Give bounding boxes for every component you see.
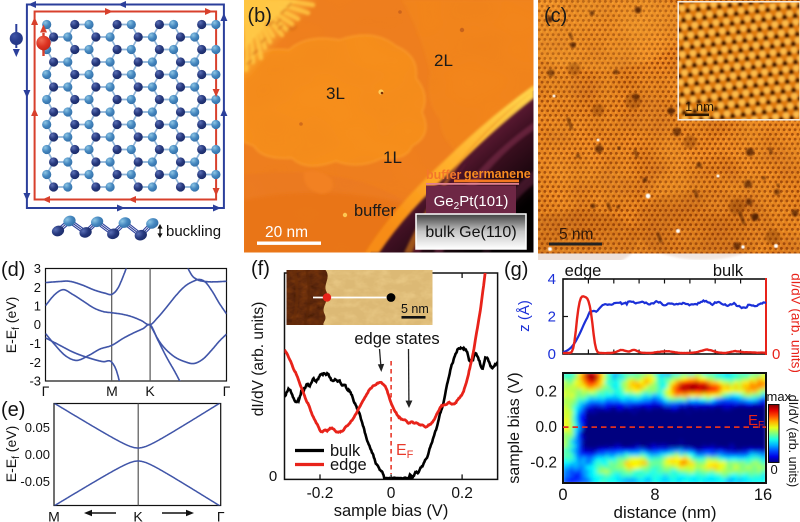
svg-text:germanene: germanene [464,167,531,181]
svg-text:-0.2: -0.2 [307,485,334,502]
svg-text:(g): (g) [504,259,528,281]
svg-text:buckling: buckling [166,223,221,240]
svg-text:0: 0 [772,346,780,363]
svg-text:1L: 1L [383,148,402,167]
svg-text:-0.2: -0.2 [530,455,557,472]
svg-text:0: 0 [269,468,277,485]
svg-text:0.05: 0.05 [25,420,50,435]
svg-text:2L: 2L [434,51,453,70]
svg-text:8: 8 [650,486,659,504]
svg-text:M: M [48,509,60,522]
svg-text:3: 3 [34,261,41,276]
svg-text:Γ: Γ [223,383,231,399]
svg-text:0: 0 [558,486,567,504]
svg-text:0: 0 [387,485,396,502]
svg-text:bulk Ge(110): bulk Ge(110) [425,224,516,241]
svg-text:-0.05: -0.05 [20,474,50,489]
svg-text:3L: 3L [326,84,345,103]
svg-text:Γ: Γ [42,383,50,399]
svg-text:E-Ef (eV): E-Ef (eV) [3,297,22,353]
svg-text:edge: edge [330,456,367,474]
svg-text:0.00: 0.00 [25,447,50,462]
svg-text:sample bias (V): sample bias (V) [506,372,523,483]
svg-text:0: 0 [548,346,556,363]
svg-text:(e): (e) [1,399,25,421]
svg-text:(f): (f) [251,258,270,280]
svg-text:dI/dV (arb. units): dI/dV (arb. units) [250,302,267,417]
svg-text:K: K [145,383,155,399]
svg-text:0.0: 0.0 [535,419,557,436]
svg-text:K: K [133,509,143,522]
svg-text:(c): (c) [544,5,567,27]
svg-text:5 nm: 5 nm [401,302,429,316]
svg-text:edge: edge [565,262,602,280]
svg-text:E-Ef (eV): E-Ef (eV) [3,426,22,482]
svg-text:16: 16 [754,486,772,504]
svg-text:(d): (d) [1,259,25,281]
svg-text:1 nm: 1 nm [685,99,714,114]
svg-text:z (Å): z (Å) [516,300,533,332]
svg-text:0: 0 [771,462,778,477]
svg-text:Γ: Γ [217,509,225,522]
svg-text:buffer: buffer [354,202,396,220]
svg-text:dI/dV (arb. units): dI/dV (arb. units) [789,273,800,373]
svg-text:5 nm: 5 nm [559,226,593,243]
svg-text:sample bias (V): sample bias (V) [334,502,449,520]
svg-text:-1: -1 [29,336,41,351]
svg-text:-2: -2 [29,355,41,370]
svg-text:20 nm: 20 nm [265,224,308,241]
svg-text:edge states: edge states [354,330,439,348]
svg-text:bulk: bulk [330,442,361,460]
svg-text:2: 2 [34,280,41,295]
svg-text:4: 4 [548,271,556,288]
svg-text:0.2: 0.2 [535,384,557,401]
svg-text:0.2: 0.2 [451,485,473,502]
svg-text:-3: -3 [29,374,41,389]
svg-text:distance (nm): distance (nm) [614,503,717,522]
svg-text:dI/dV (arb. units): dI/dV (arb. units) [786,395,800,487]
svg-text:bulk: bulk [713,262,744,280]
svg-text:0: 0 [34,317,41,332]
svg-text:Ge2Pt(101): Ge2Pt(101) [434,193,509,212]
svg-text:2: 2 [548,309,556,326]
svg-text:max: max [767,389,792,404]
svg-text:M: M [106,383,118,399]
svg-text:(b): (b) [248,5,272,27]
svg-text:1: 1 [34,299,41,314]
svg-text:buffer: buffer [426,168,462,182]
